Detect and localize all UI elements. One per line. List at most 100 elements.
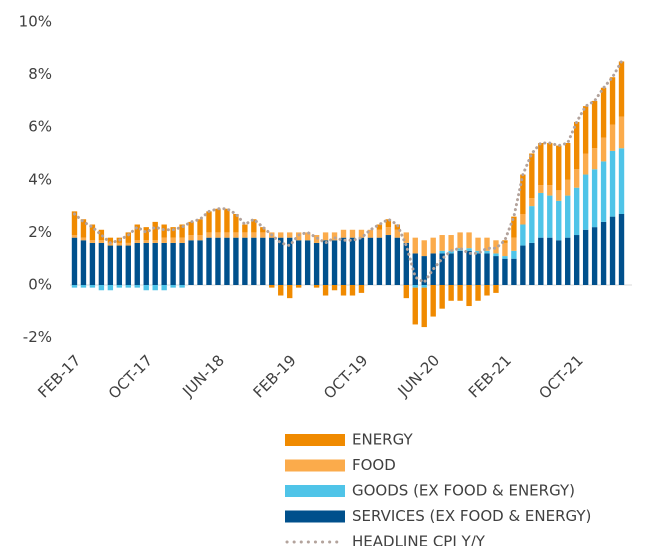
bar-segment — [421, 240, 427, 257]
legend-swatch — [285, 510, 345, 523]
x-tick-label: OCT-17 — [105, 351, 156, 402]
bar-segment — [134, 242, 140, 285]
bar-segment — [547, 237, 553, 285]
bar-segment — [403, 242, 409, 285]
bar-segment — [143, 285, 149, 291]
bar-segment — [152, 285, 158, 291]
bar-segment — [448, 253, 454, 285]
bar-segment — [520, 224, 526, 246]
bar-segment — [403, 232, 409, 243]
bar-segment — [278, 232, 284, 238]
bar-segment — [322, 240, 329, 285]
bar-segment — [520, 174, 526, 214]
bar-segment — [439, 250, 445, 254]
bar-segment — [618, 116, 625, 149]
bar-segment — [313, 242, 320, 285]
bar-segment — [107, 237, 114, 243]
bar-segment — [170, 227, 176, 238]
bar-segment — [152, 221, 158, 241]
bar-segment — [107, 285, 114, 291]
bar-segment — [582, 229, 589, 285]
bar-segment — [376, 224, 383, 230]
bar-segment — [287, 285, 293, 299]
bar-segment — [412, 285, 418, 288]
bar-segment — [134, 285, 140, 288]
bar-segment — [609, 216, 616, 285]
bar-segment — [385, 219, 392, 228]
x-tick-label: FEB-21 — [465, 351, 515, 401]
bar-segment — [358, 285, 365, 293]
bar-segment — [71, 211, 78, 236]
bar-segment — [573, 187, 580, 236]
bar-segment — [125, 232, 131, 243]
bar-segment — [457, 232, 463, 249]
bar-segment — [457, 250, 463, 285]
bar-segment — [107, 245, 114, 285]
bar-segment — [529, 242, 535, 285]
bar-segment — [367, 229, 374, 238]
bar-segment — [448, 285, 454, 301]
bar-segment — [251, 237, 257, 285]
bar-segment — [358, 229, 365, 238]
bar-segment — [556, 190, 562, 201]
bar-segment — [475, 285, 481, 301]
bar-segment — [331, 240, 338, 285]
bar-segment — [89, 242, 96, 285]
bar-segment — [529, 206, 535, 243]
bar-segment — [573, 169, 580, 188]
bar-segment — [206, 237, 212, 285]
bar-segment — [304, 240, 311, 285]
bar-segment — [206, 232, 212, 238]
bar-segment — [394, 229, 401, 238]
bar-segment — [466, 232, 472, 249]
bar-segment — [215, 232, 221, 238]
bar-segment — [493, 253, 499, 257]
bar-segment — [412, 253, 418, 285]
bar-segment — [242, 237, 248, 285]
x-tick-label: OCT-21 — [535, 351, 586, 402]
bar-segment — [367, 237, 374, 285]
y-tick-label: 4% — [28, 170, 52, 188]
bar-segment — [457, 285, 463, 301]
bar-segment — [475, 250, 481, 254]
bar-segment — [206, 211, 212, 233]
bar-segment — [80, 237, 87, 241]
bar-segment — [80, 285, 87, 288]
bar-segment — [358, 237, 365, 285]
bar-segment — [197, 219, 203, 236]
bar-segment — [116, 242, 123, 246]
bar-segment — [295, 285, 302, 288]
legend-swatch — [285, 485, 345, 497]
bar-segment — [421, 256, 427, 285]
bar-segment — [322, 232, 329, 241]
legend-label: ENERGY — [352, 431, 413, 449]
bar-segment — [134, 224, 140, 241]
y-tick-label: -2% — [23, 328, 52, 346]
bar-segment — [412, 237, 418, 254]
bar-segment — [71, 285, 78, 288]
y-tick-label: 10% — [19, 13, 52, 31]
bar-segment — [71, 235, 78, 238]
bar-segment — [161, 242, 167, 285]
bar-segment — [421, 285, 427, 288]
bar-segment — [609, 124, 616, 151]
bar-segment — [376, 229, 383, 238]
bar-segment — [556, 145, 562, 191]
bar-segment — [215, 237, 221, 285]
bar-segment — [591, 100, 598, 149]
bar-segment — [215, 208, 221, 233]
bar-segment — [98, 285, 105, 291]
bar-segment — [260, 237, 266, 285]
bar-segment — [502, 258, 508, 285]
bar-segment — [80, 240, 87, 285]
bar-segment — [430, 285, 436, 317]
bar-segment — [80, 219, 87, 238]
bar-segment — [600, 161, 607, 222]
bar-segment — [98, 242, 105, 285]
headline-line — [73, 59, 623, 285]
bar-segment — [251, 232, 257, 238]
legend-label: HEADLINE CPI Y/Y — [352, 533, 486, 546]
bar-segment — [511, 216, 517, 238]
bar-segment — [170, 285, 176, 288]
bar-segment — [403, 285, 409, 299]
